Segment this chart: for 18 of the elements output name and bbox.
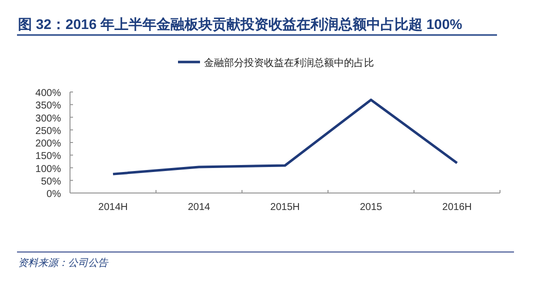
y-tick-label: 50% [40, 176, 62, 188]
y-tick-label: 400% [35, 88, 62, 99]
y-tick-label: 350% [35, 100, 62, 112]
y-tick-label: 100% [35, 164, 62, 175]
y-tick-label: 150% [35, 151, 62, 162]
x-tick-label: 2015H [270, 202, 300, 213]
y-tick-label: 200% [35, 138, 62, 150]
line-series [112, 98, 458, 176]
x-tick-label: 2015 [360, 202, 383, 213]
y-tick-label: 300% [35, 113, 62, 124]
x-tick-label: 2016H [442, 202, 472, 213]
text: 资料来源：公司公告 [18, 257, 109, 269]
y-tick-label: 0% [46, 189, 62, 200]
y-tick-label: 250% [35, 126, 62, 137]
title: 图 32：2016 年上半年金融板块贡献投资收益在利润总额中占比超 100% [18, 16, 462, 32]
legend-label: 金融部分投资收益在利润总额中的占比 [204, 57, 374, 69]
x-tick-label: 2014 [188, 202, 211, 213]
x-tick-label: 2014H [98, 202, 128, 213]
